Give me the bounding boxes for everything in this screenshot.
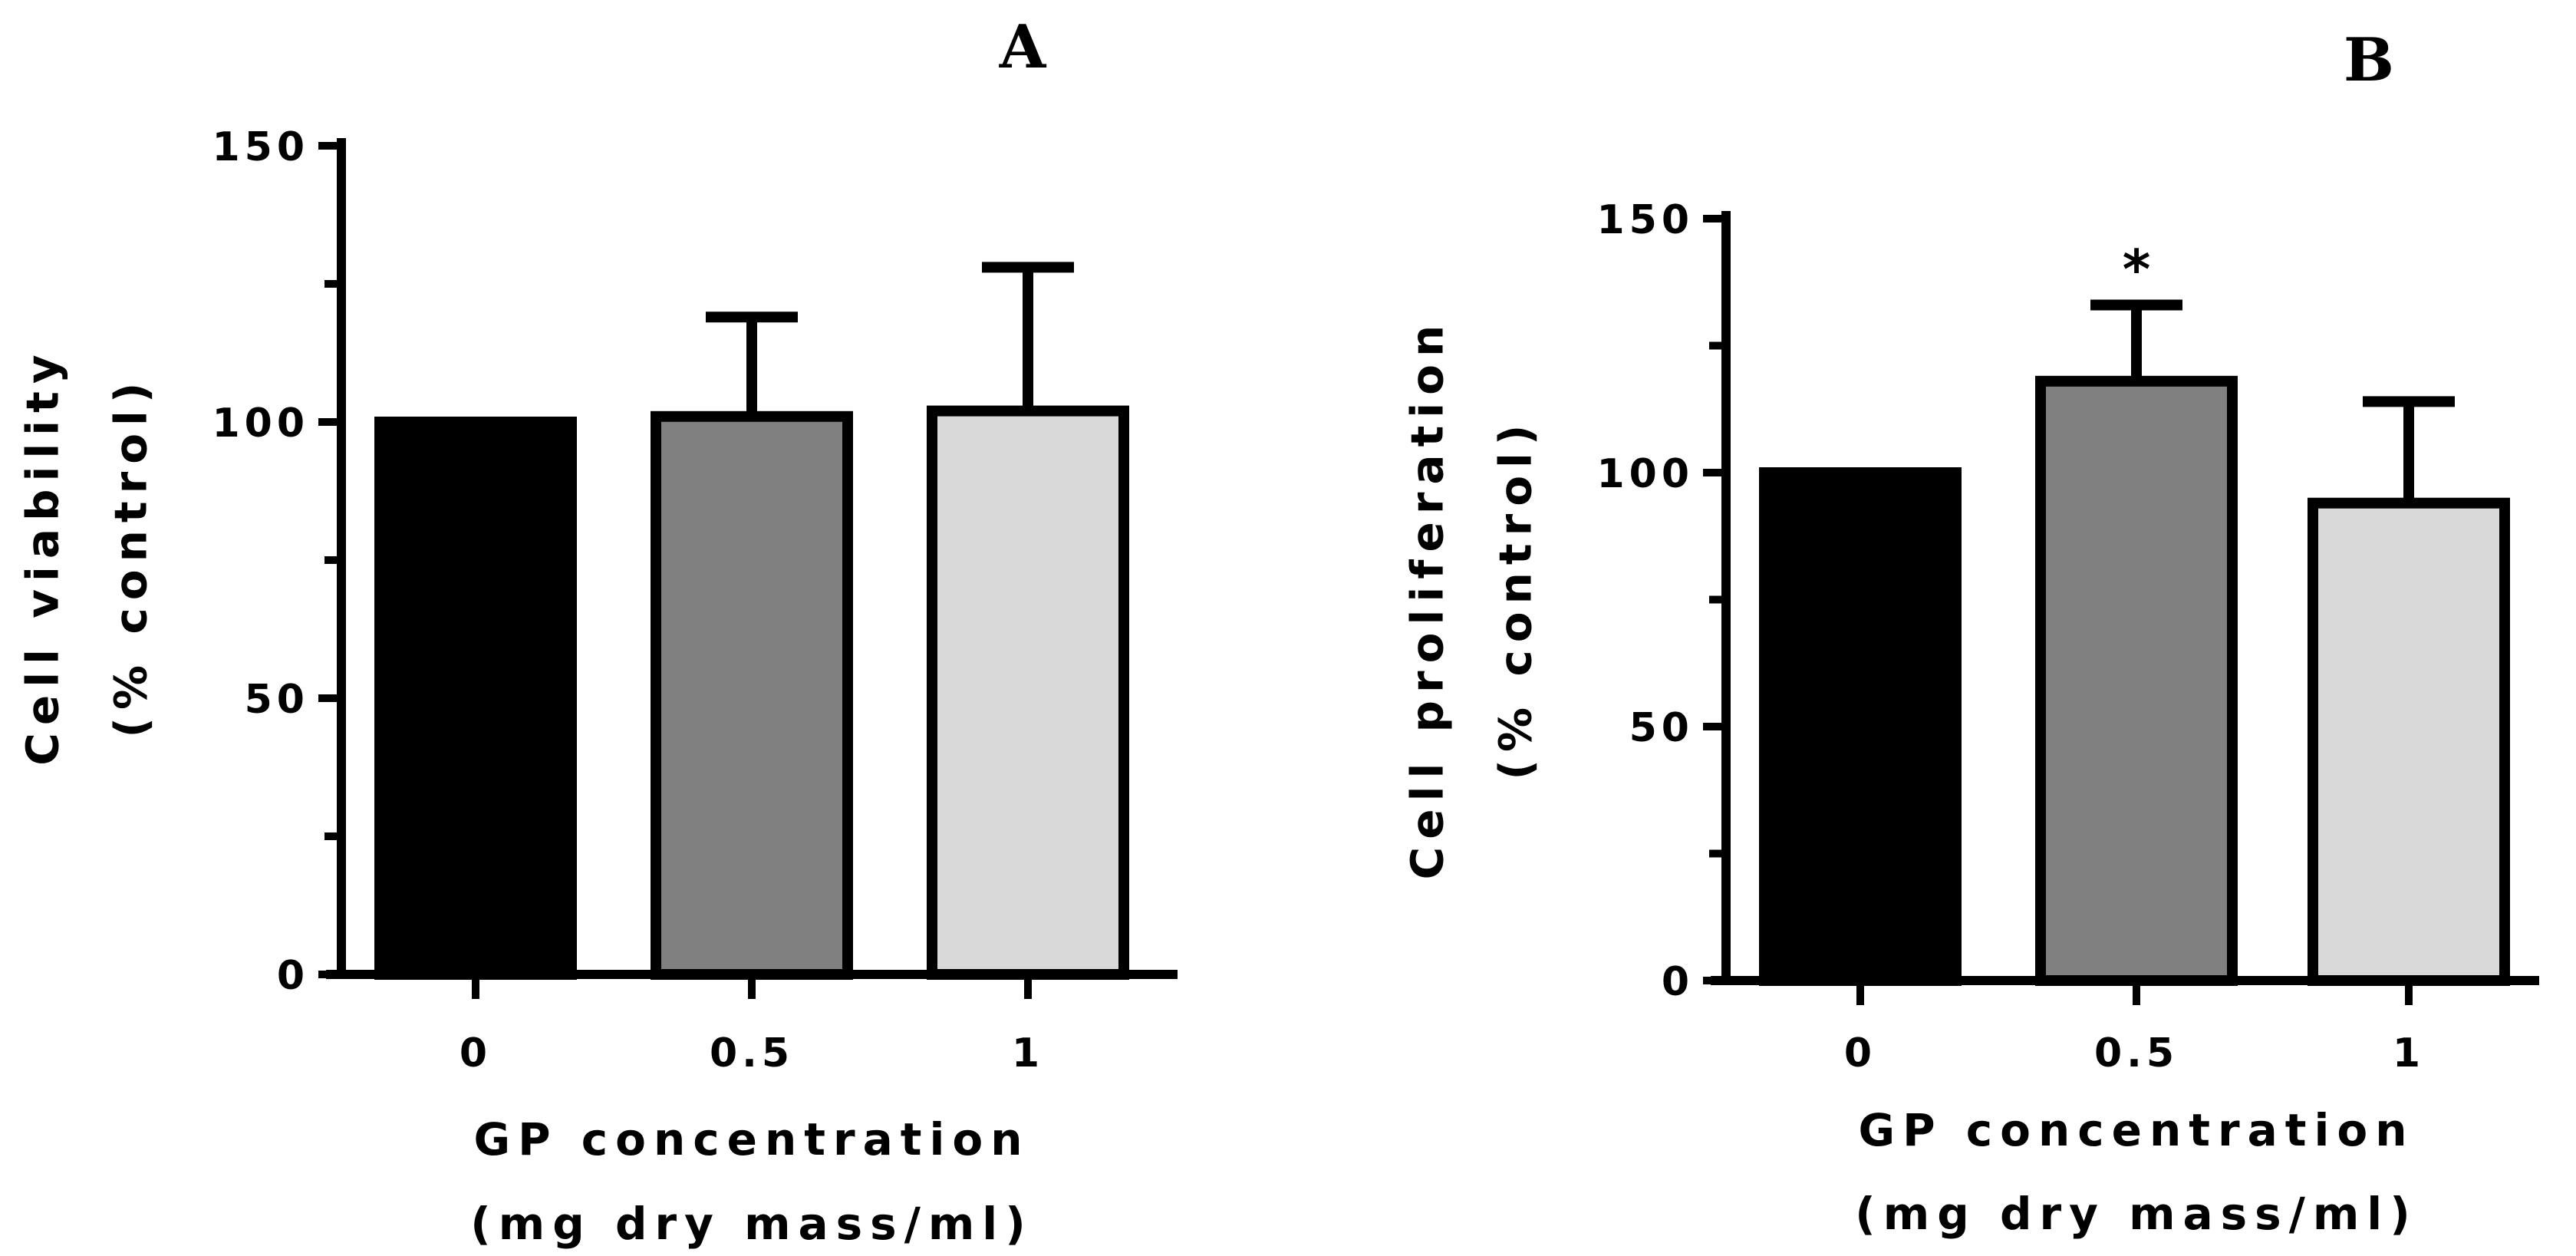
bar-2 [927, 405, 1129, 980]
x-tick-label: 0 [1844, 1030, 1876, 1076]
panel-letter: A [999, 12, 1047, 82]
x-tick-label: 1 [1012, 1030, 1044, 1076]
y-tick-label: 0 [277, 953, 309, 999]
x-axis-title-line2: (mg dry mass/ml) [470, 1198, 1033, 1250]
panel-b: B 0 * 0.5 1 0 50 100 150 Cell proliferation (% con… [1401, 25, 2539, 1240]
y-axis-title-line1: Cell proliferation [1401, 318, 1453, 880]
y-axis-title-line1: Cell viability [16, 347, 68, 765]
x-axis-title-line2: (mg dry mass/ml) [1855, 1188, 2417, 1240]
bar-1 [2035, 375, 2238, 986]
x-tick-label: 1 [2393, 1030, 2425, 1076]
y-axis-title-line2: (% control) [1489, 417, 1541, 780]
y-tick-label: 50 [245, 677, 309, 723]
y-tick-label: 100 [1596, 451, 1694, 497]
y-tick-label: 50 [1629, 705, 1694, 751]
y-tick-label: 100 [212, 401, 309, 447]
significance-marker: * [2123, 239, 2151, 302]
bar-2 [2308, 497, 2510, 986]
y-tick-label: 150 [1596, 197, 1694, 243]
y-tick-label: 150 [212, 124, 309, 170]
x-tick-label: 0.5 [2094, 1030, 2179, 1076]
panel-letter: B [2344, 25, 2394, 95]
y-tick-label: 0 [1662, 959, 1694, 1005]
x-axis-title-line1: GP concentration [473, 1113, 1029, 1165]
x-tick-label: 0 [460, 1030, 492, 1076]
x-tick-label: 0.5 [710, 1030, 794, 1076]
bar-1 [651, 410, 853, 980]
y-axis-title-line2: (% control) [104, 375, 156, 738]
panel-a: A 0 0.5 1 0 50 100 150 Cell viability (% control)… [16, 12, 1178, 1250]
x-axis-title-line1: GP concentration [1858, 1104, 2414, 1156]
bar-0 [1759, 467, 1962, 986]
bar-0 [374, 417, 577, 980]
